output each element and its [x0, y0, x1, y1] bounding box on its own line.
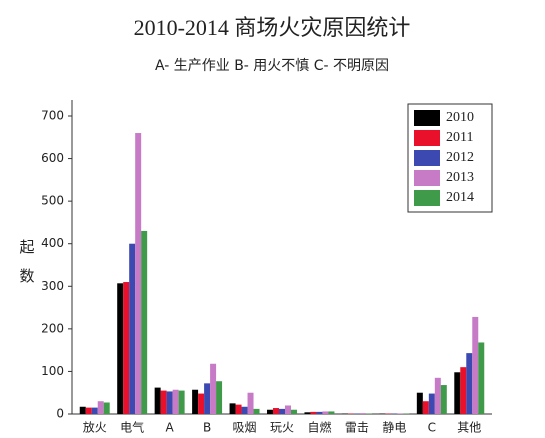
bar [216, 381, 223, 414]
bar [466, 353, 473, 414]
x-tick-label: 电气 [120, 420, 144, 435]
bar [328, 411, 335, 414]
bar [472, 316, 479, 414]
y-tick-label: 500 [41, 194, 64, 208]
y-tick-label: 600 [41, 151, 64, 165]
bar [166, 391, 173, 414]
bar [273, 408, 280, 414]
bar [440, 385, 447, 414]
bar [178, 390, 185, 414]
y-axis-label: 起数 [18, 239, 36, 297]
bar [304, 412, 311, 414]
x-tick-label: 自燃 [307, 420, 331, 435]
bar [103, 402, 110, 414]
bar [310, 411, 317, 414]
y-tick-label: 100 [41, 364, 64, 378]
legend-label: 2014 [446, 190, 474, 205]
bar [154, 387, 161, 414]
bar [322, 411, 329, 414]
legend-swatch [414, 150, 440, 166]
bar [416, 392, 423, 414]
bar [135, 133, 142, 414]
legend-swatch [414, 110, 440, 126]
legend-swatch [414, 170, 440, 186]
bar [460, 367, 467, 414]
bar [284, 405, 291, 414]
x-tick-label: 雷击 [345, 421, 369, 435]
bar [316, 411, 323, 414]
bar [160, 390, 167, 414]
bar [359, 413, 366, 414]
bar [204, 383, 211, 414]
legend-label: 2013 [446, 170, 474, 185]
bar [478, 342, 485, 414]
legend-label: 2012 [446, 150, 474, 165]
legend-swatch [414, 190, 440, 206]
y-tick-label: 0 [56, 407, 64, 421]
x-tick-label: 放火 [83, 420, 107, 435]
bar [229, 403, 236, 414]
bar [434, 377, 441, 414]
bar [235, 404, 242, 414]
bar [141, 230, 148, 414]
bar [279, 408, 285, 414]
bar [91, 407, 98, 414]
bar [192, 389, 199, 414]
x-tick-label: B [203, 421, 211, 435]
bar [267, 409, 274, 414]
y-tick-label: 400 [41, 236, 64, 250]
bar [117, 283, 124, 414]
legend-label: 2011 [446, 130, 473, 145]
x-tick-label: 静电 [382, 421, 406, 435]
bar [97, 401, 104, 414]
chart-subtitle: A- 生产作业 B- 用火不慎 C- 不明原因 [155, 58, 389, 74]
bar [290, 409, 297, 414]
x-tick-label: 其他 [457, 421, 481, 435]
bar [428, 393, 435, 414]
bar [210, 363, 217, 414]
bar [247, 392, 254, 414]
bar [422, 401, 429, 414]
x-tick-label: 玩火 [270, 421, 294, 435]
chart-title: 2010-2014 商场火灾原因统计 [134, 15, 411, 40]
x-tick-label: C [428, 421, 436, 435]
bar [198, 393, 205, 414]
legend-swatch [414, 130, 440, 146]
bar [129, 243, 136, 414]
bar [85, 407, 92, 414]
y-tick-label: 700 [41, 109, 64, 123]
y-tick-label: 300 [41, 279, 64, 293]
x-tick-label: A [166, 421, 175, 435]
bar [172, 389, 179, 414]
bar [454, 372, 461, 414]
bar [253, 408, 260, 414]
bar [79, 406, 86, 414]
legend-label: 2010 [446, 110, 474, 125]
bar [123, 282, 130, 414]
x-tick-label: 吸烟 [233, 421, 257, 435]
y-tick-label: 200 [41, 321, 64, 335]
bar [241, 406, 248, 414]
